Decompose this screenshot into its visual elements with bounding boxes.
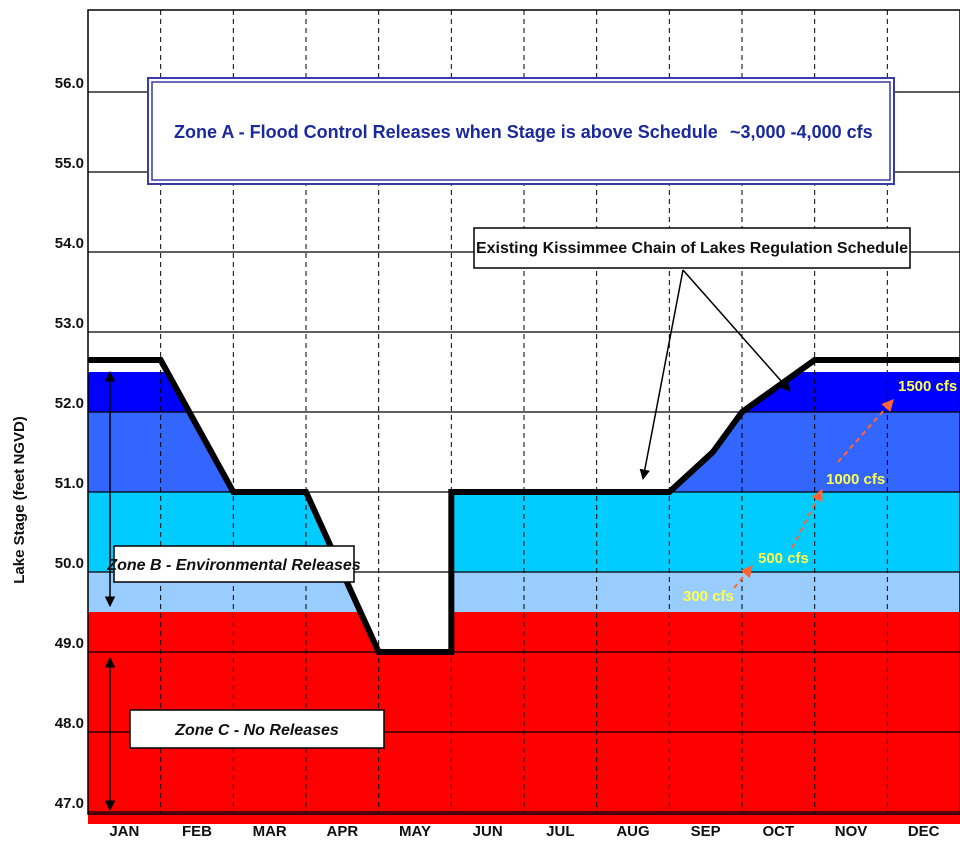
rate-arrow-1 xyxy=(733,565,753,589)
zone-a-label: Zone A - Flood Control Releases when Sta… xyxy=(174,122,718,142)
zone-a-rate: ~3,000 -4,000 cfs xyxy=(730,122,873,142)
y-tick-label: 54.0 xyxy=(55,235,84,252)
rate-arrow-2 xyxy=(791,488,823,549)
rate-500: 500 cfs xyxy=(758,550,809,567)
x-tick-label: FEB xyxy=(182,823,212,840)
schedule-arrow-left xyxy=(639,269,684,481)
release-rates: 300 cfs 500 cfs 1000 cfs 1500 cfs xyxy=(683,378,957,605)
schedule-callout: Existing Kissimmee Chain of Lakes Regula… xyxy=(473,227,911,481)
rate-1000: 1000 cfs xyxy=(826,471,885,488)
x-tick-label: MAR xyxy=(253,823,287,840)
y-tick-label: 49.0 xyxy=(55,635,84,652)
y-tick-label: 50.0 xyxy=(55,555,84,572)
y-tick-label: 47.0 xyxy=(55,795,84,812)
x-tick-label: AUG xyxy=(616,823,649,840)
rate-300: 300 cfs xyxy=(683,588,734,605)
schedule-label: Existing Kissimmee Chain of Lakes Regula… xyxy=(476,240,908,257)
x-tick-label: SEP xyxy=(691,823,721,840)
zone-a-box: Zone A - Flood Control Releases when Sta… xyxy=(147,77,895,185)
zone-b-label: Zone B - Environmental Releases xyxy=(106,557,361,574)
regulation-schedule-line xyxy=(88,357,960,655)
rate-arrow-3 xyxy=(837,399,894,463)
y-tick-label: 53.0 xyxy=(55,315,84,332)
x-tick-labels: JAN FEB MAR APR MAY JUN JUL AUG SEP OCT NOV DEC xyxy=(109,823,939,840)
plot-frame xyxy=(87,9,960,815)
y-tick-label: 52.0 xyxy=(55,395,84,412)
zone-c-label: Zone C - No Releases xyxy=(174,722,339,739)
y-tick-label: 48.0 xyxy=(55,715,84,732)
rate-1500: 1500 cfs xyxy=(898,378,957,395)
y-tick-labels: 47.0 48.0 49.0 50.0 51.0 52.0 53.0 54.0 55.0 56.0 xyxy=(55,75,84,812)
zone-b-callout: Zone B - Environmental Releases xyxy=(104,370,361,608)
y-tick-label: 55.0 xyxy=(55,155,84,172)
x-tick-label: MAY xyxy=(399,823,431,840)
y-tick-label: 51.0 xyxy=(55,475,84,492)
zone-c-callout: Zone C - No Releases xyxy=(104,656,385,812)
x-tick-label: JUL xyxy=(546,823,574,840)
x-tick-label: OCT xyxy=(762,823,794,840)
x-tick-label: NOV xyxy=(835,823,868,840)
x-tick-label: JAN xyxy=(109,823,139,840)
x-tick-label: DEC xyxy=(908,823,940,840)
x-tick-label: JUN xyxy=(473,823,503,840)
y-tick-label: 56.0 xyxy=(55,75,84,92)
y-axis-label: Lake Stage (feet NGVD) xyxy=(11,416,28,584)
schedule-arrow-right xyxy=(682,269,791,392)
x-tick-label: APR xyxy=(326,823,358,840)
